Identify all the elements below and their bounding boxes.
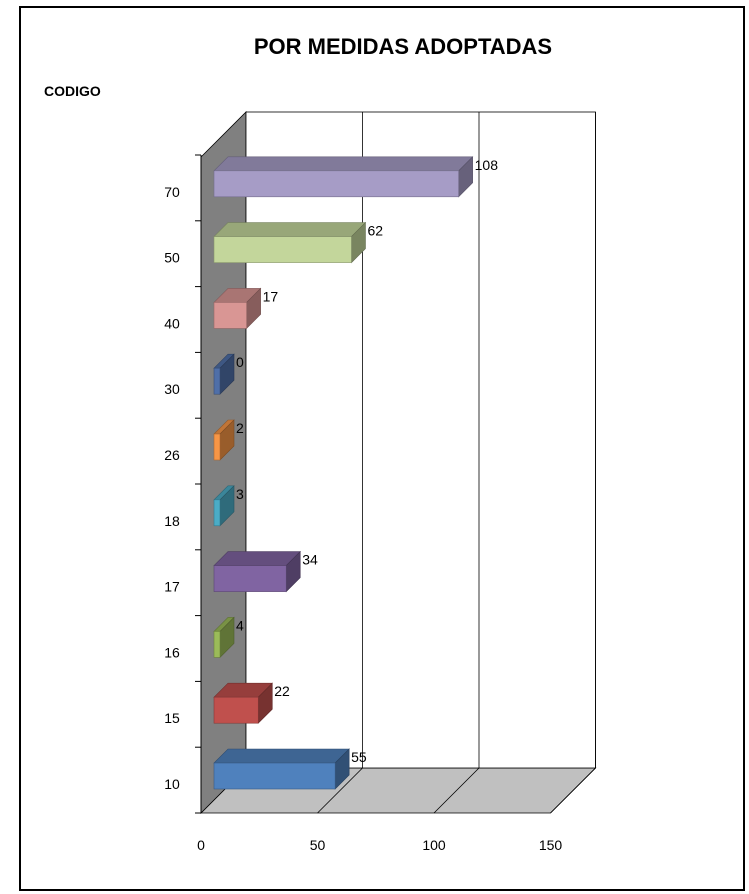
bar (213, 367, 221, 395)
bar-top-face (213, 222, 367, 237)
y-tick-label: 26 (164, 447, 180, 463)
bar (213, 236, 352, 263)
bar (213, 499, 221, 527)
data-label: 22 (274, 683, 290, 699)
y-axis-title: CODIGO (44, 83, 101, 99)
x-tick-label: 100 (422, 837, 446, 853)
y-tick-label: 10 (164, 776, 180, 792)
y-tick-label: 15 (164, 710, 180, 726)
bar (213, 170, 459, 198)
data-label: 17 (263, 288, 279, 304)
data-label: 55 (351, 749, 367, 765)
x-tick-label: 0 (197, 837, 205, 853)
bar-top-face (213, 156, 474, 172)
y-tick-label: 17 (164, 579, 180, 595)
y-tick-label: 30 (164, 381, 180, 397)
bar (213, 302, 247, 329)
x-tick-label: 150 (539, 837, 563, 853)
y-tick-label: 18 (164, 513, 180, 529)
data-label: 0 (236, 354, 244, 370)
chart-back-wall (245, 111, 596, 769)
x-tick-label: 50 (310, 837, 326, 853)
data-label: 108 (475, 157, 499, 173)
y-tick-label: 40 (164, 315, 180, 331)
bar (213, 696, 259, 724)
bar (213, 565, 287, 592)
data-label: 2 (236, 420, 244, 436)
y-tick-label: 16 (164, 644, 180, 660)
bar-top-face (213, 551, 301, 566)
floor-gridline (550, 767, 596, 814)
data-label: 34 (302, 552, 318, 568)
bar-top-face (213, 748, 350, 764)
bar (213, 762, 336, 790)
floor-gridline (317, 767, 363, 814)
bar (213, 631, 221, 658)
y-tick-label: 50 (164, 250, 180, 266)
data-label: 4 (236, 617, 244, 633)
y-tick-label: 70 (164, 184, 180, 200)
bar (213, 433, 221, 461)
data-label: 3 (236, 486, 244, 502)
data-label: 62 (367, 223, 383, 239)
chart-title: POR MEDIDAS ADOPTADAS (253, 34, 553, 59)
floor-gridline (433, 767, 480, 814)
